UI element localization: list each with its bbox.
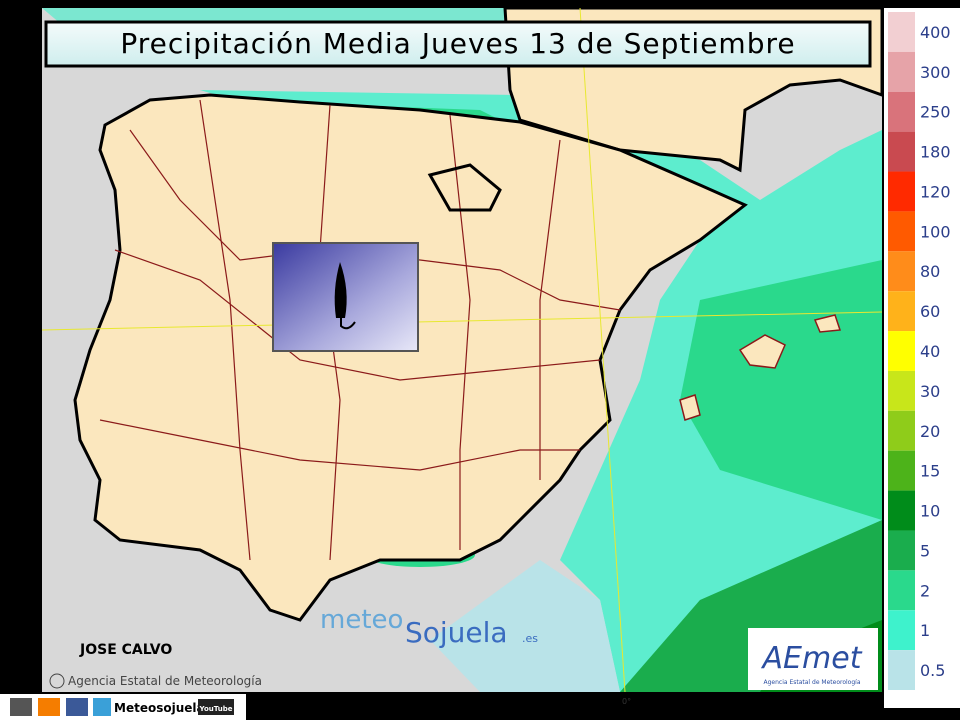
legend-label: 80 [920,262,940,281]
legend-swatch [888,51,915,92]
legend-label: 2 [920,581,930,600]
legend-label: 10 [920,502,940,521]
legend-swatch [888,91,915,132]
legend-label: 1 [920,621,930,640]
legend-swatch [888,610,915,651]
legend-label: 100 [920,222,951,241]
youtube-icon[interactable] [198,699,234,715]
legend-swatch [888,291,915,332]
legend-label: 0.5 [920,661,945,680]
legend: 400 300 250 180 120 100 80 60 40 30 20 15 10 5 2 1 0.5 [888,12,951,690]
legend-label: 400 [920,23,951,42]
legend-label: 250 [920,103,951,122]
legend-label: 60 [920,302,940,321]
iberia [73,93,748,622]
legend-label: 300 [920,63,951,82]
copyright-icon [49,673,65,689]
legend-swatch [888,331,915,371]
legend-swatch [888,450,915,491]
legend-label: 15 [920,462,940,481]
legend-swatch [888,490,915,531]
twitter-icon[interactable] [93,698,111,716]
author: JOSE CALVO [79,642,172,658]
legend-label: 40 [920,342,940,361]
instagram-icon[interactable] [10,698,32,716]
credit: Agencia Estatal de Meteorología [68,674,262,688]
blogger-icon[interactable] [38,698,60,716]
footer-site[interactable]: Meteosojuela [114,701,205,715]
watermark-es: .es [522,632,538,645]
legend-label: 30 [920,382,940,401]
logo-subtitle: Agencia Estatal de Meteorología [764,679,861,686]
legend-swatch [888,211,915,252]
legend-swatch [888,370,915,411]
legend-swatch [888,570,915,611]
weather-icon [272,242,419,352]
legend-swatch [888,12,915,52]
logo-name: AEmet [761,641,863,676]
facebook-icon[interactable] [66,698,88,716]
legend-swatch [888,171,915,212]
youtube-label[interactable]: YouTube [199,705,233,713]
legend-label: 120 [920,182,951,201]
la-rioja [427,163,502,212]
meridian-label: 0° [622,697,631,706]
legend-swatch [888,131,915,172]
legend-swatch [888,251,915,292]
legend-label: 5 [920,541,930,560]
legend-swatch [888,410,915,451]
logo-box [748,628,878,690]
watermark-sojuela: Sojuela [405,616,508,649]
title-box [44,20,872,68]
legend-label: 180 [920,143,951,162]
title: Precipitación Media Jueves 13 de Septiem… [120,27,795,60]
legend-swatch [888,530,915,571]
watermark-meteo: meteo [320,605,403,635]
legend-swatch [888,650,915,690]
graticule [41,7,883,693]
legend-label: 20 [920,422,940,441]
balearic-islands [679,314,842,421]
